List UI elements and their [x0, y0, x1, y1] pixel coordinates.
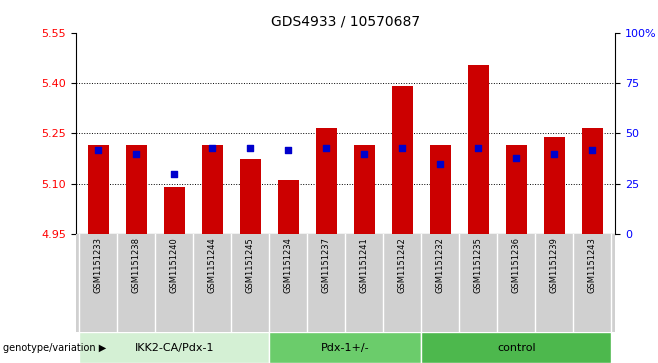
- Bar: [126, 145, 147, 234]
- Point: [587, 147, 597, 152]
- Point: [359, 151, 370, 156]
- Bar: [430, 145, 451, 234]
- Bar: [88, 145, 109, 234]
- Text: GSM1151237: GSM1151237: [322, 237, 331, 293]
- Bar: [544, 137, 565, 234]
- Text: GSM1151236: GSM1151236: [512, 237, 521, 293]
- Point: [321, 144, 332, 150]
- Bar: [421, 332, 611, 363]
- Bar: [278, 180, 299, 234]
- Bar: [202, 145, 223, 234]
- Point: [131, 151, 141, 156]
- Point: [549, 151, 560, 156]
- Text: genotype/variation ▶: genotype/variation ▶: [3, 343, 107, 352]
- Bar: [270, 332, 421, 363]
- Point: [473, 144, 484, 150]
- Bar: [468, 65, 489, 234]
- Text: GSM1151238: GSM1151238: [132, 237, 141, 293]
- Text: GSM1151243: GSM1151243: [588, 237, 597, 293]
- Text: GSM1151245: GSM1151245: [246, 237, 255, 293]
- Bar: [316, 129, 337, 234]
- Text: GSM1151244: GSM1151244: [208, 237, 217, 293]
- Title: GDS4933 / 10570687: GDS4933 / 10570687: [271, 15, 420, 29]
- Bar: [354, 145, 375, 234]
- Bar: [80, 332, 270, 363]
- Text: GSM1151242: GSM1151242: [398, 237, 407, 293]
- Text: Pdx-1+/-: Pdx-1+/-: [321, 343, 370, 352]
- Text: GSM1151232: GSM1151232: [436, 237, 445, 293]
- Bar: [240, 159, 261, 234]
- Point: [511, 155, 522, 160]
- Text: GSM1151239: GSM1151239: [550, 237, 559, 293]
- Point: [397, 144, 408, 150]
- Text: GSM1151234: GSM1151234: [284, 237, 293, 293]
- Text: control: control: [497, 343, 536, 352]
- Text: IKK2-CA/Pdx-1: IKK2-CA/Pdx-1: [135, 343, 215, 352]
- Point: [435, 161, 445, 167]
- Point: [245, 144, 256, 150]
- Text: GSM1151233: GSM1151233: [94, 237, 103, 293]
- Bar: [582, 129, 603, 234]
- Point: [93, 147, 104, 152]
- Bar: [164, 187, 185, 234]
- Text: GSM1151241: GSM1151241: [360, 237, 369, 293]
- Bar: [506, 145, 527, 234]
- Text: GSM1151240: GSM1151240: [170, 237, 179, 293]
- Point: [207, 144, 218, 150]
- Point: [169, 171, 180, 177]
- Text: GSM1151235: GSM1151235: [474, 237, 483, 293]
- Bar: [392, 86, 413, 234]
- Point: [283, 147, 293, 152]
